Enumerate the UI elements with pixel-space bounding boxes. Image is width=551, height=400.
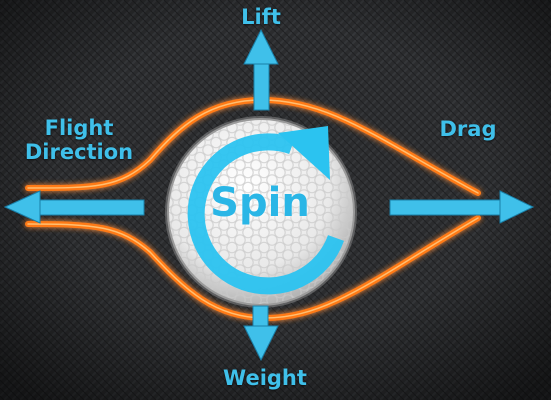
weight-label: Weight <box>223 366 307 390</box>
arrow-left-icon <box>3 190 145 224</box>
flight-direction-label-line1: Flight <box>44 116 114 140</box>
lift-label: Lift <box>241 5 281 29</box>
flight-direction-label: Flight Direction <box>6 116 152 164</box>
flight-direction-label-line2: Direction <box>24 140 134 165</box>
airflow-lines <box>25 96 481 322</box>
arrow-right-icon <box>389 190 535 224</box>
drag-label: Drag <box>439 117 497 141</box>
spin-label: Spin <box>210 180 310 226</box>
arrow-down-icon <box>243 305 279 362</box>
arrow-up-icon <box>243 28 279 111</box>
spin-arrow-icon <box>187 126 345 295</box>
